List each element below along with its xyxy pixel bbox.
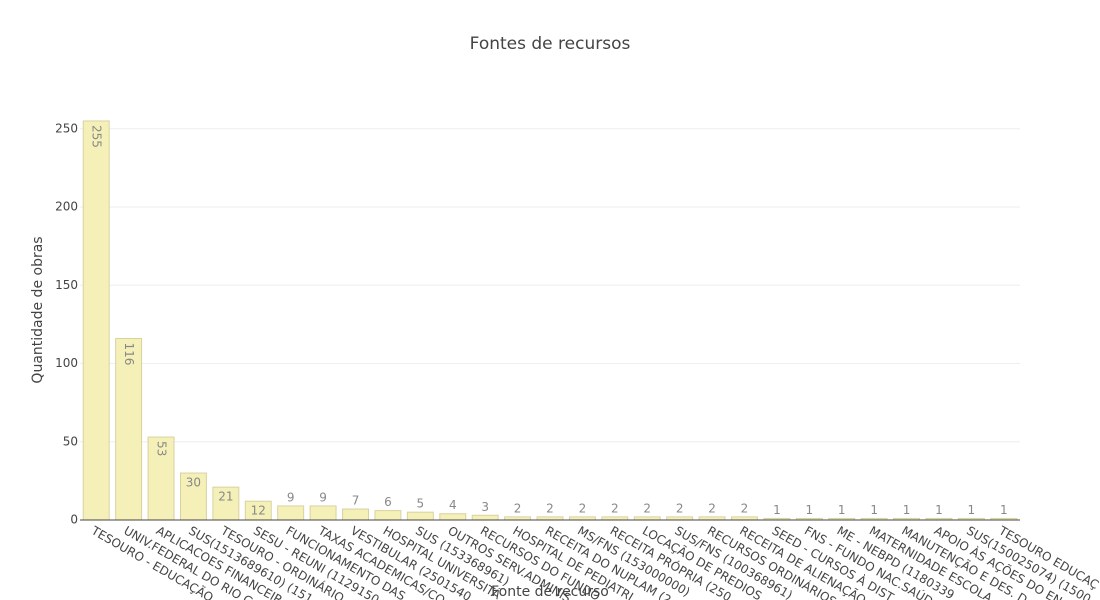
value-label: 6 xyxy=(384,495,392,509)
value-label: 3 xyxy=(481,500,489,514)
x-axis-title: Fonte de recurso xyxy=(491,584,609,600)
value-label: 2 xyxy=(741,501,749,515)
y-tick-label: 250 xyxy=(55,121,78,135)
value-label: 53 xyxy=(155,441,169,456)
value-label: 5 xyxy=(417,497,425,511)
bar xyxy=(342,508,369,521)
chart-title: Fontes de recursos xyxy=(470,34,631,54)
value-label: 1 xyxy=(838,503,846,517)
value-label: 2 xyxy=(546,501,554,515)
value-label: 1 xyxy=(1000,503,1008,517)
value-label: 2 xyxy=(643,501,651,515)
value-label: 1 xyxy=(805,503,813,517)
value-label: 116 xyxy=(122,342,136,365)
value-label: 2 xyxy=(611,501,619,515)
y-tick-label: 150 xyxy=(55,278,78,292)
value-label: 1 xyxy=(773,503,781,517)
bar xyxy=(212,486,240,521)
bar xyxy=(439,513,467,521)
y-tick-label: 0 xyxy=(70,513,78,527)
bar xyxy=(277,505,305,521)
value-label: 2 xyxy=(676,501,684,515)
value-label: 21 xyxy=(218,490,233,504)
y-tick-label: 200 xyxy=(55,200,78,214)
value-label: 1 xyxy=(935,503,943,517)
y-tick-label: 100 xyxy=(55,356,78,370)
value-label: 7 xyxy=(352,494,360,508)
value-label: 1 xyxy=(870,503,878,517)
value-label: 30 xyxy=(186,476,201,490)
bar xyxy=(82,120,110,521)
bar xyxy=(374,510,402,521)
value-label: 255 xyxy=(90,125,104,148)
value-label: 9 xyxy=(319,490,327,504)
value-label: 1 xyxy=(968,503,976,517)
bar xyxy=(179,472,207,521)
value-label: 9 xyxy=(287,490,295,504)
bars xyxy=(82,120,1018,521)
value-label: 4 xyxy=(449,498,457,512)
value-label: 2 xyxy=(514,501,522,515)
bar xyxy=(406,511,434,521)
bar xyxy=(309,505,337,521)
value-label: 12 xyxy=(251,504,266,518)
value-label: 2 xyxy=(708,501,716,515)
bar xyxy=(147,436,175,521)
bar xyxy=(471,514,499,521)
y-tick-label: 50 xyxy=(63,434,78,448)
value-label: 2 xyxy=(579,501,587,515)
y-axis-title: Quantidade de obras xyxy=(30,236,46,383)
value-label: 1 xyxy=(903,503,911,517)
bar xyxy=(115,337,143,521)
